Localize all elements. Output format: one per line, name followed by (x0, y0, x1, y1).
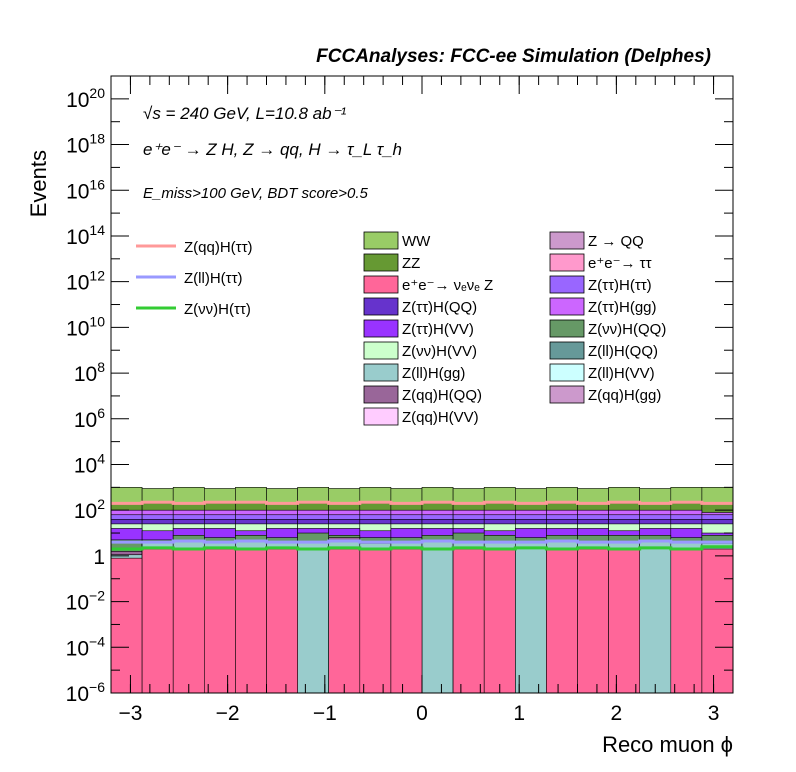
legend-line-label: Z(qq)H(ττ) (184, 239, 253, 256)
legend-fill-swatch (363, 253, 399, 272)
annotation-energy-lumi: √s = 240 GeV, L=10.8 ab⁻¹ (143, 104, 347, 123)
legend-fill-label: Z(qq)H(gg) (588, 387, 661, 404)
bar-eeNuNuZ-5 (266, 548, 298, 694)
legend-fill-label: e⁺e⁻→ ττ (588, 255, 652, 272)
y-tick-label: 1014 (66, 222, 105, 249)
x-tick-label: 3 (708, 702, 720, 725)
y-tick-label: 10−6 (66, 679, 106, 706)
x-tick-label: 0 (416, 702, 428, 725)
legend-fill-label: Z → QQ (588, 233, 644, 250)
stack-eeNuNuZ (110, 548, 734, 694)
signal-line-layer (111, 500, 733, 551)
legend-fill-label: WW (402, 233, 431, 250)
legend-fill-label: ZZ (402, 255, 420, 272)
y-tick-label: 106 (74, 405, 105, 432)
x-axis-label: Reco muon ϕ (602, 732, 733, 757)
legend-fill-swatch (549, 253, 585, 272)
bar-eeNuNuZ-2 (172, 548, 205, 694)
legend-fill-label: Z(ττ)H(gg) (588, 299, 657, 316)
legend-fill-label: Z(ττ)H(QQ) (402, 299, 477, 316)
legend-fill-swatch (363, 407, 399, 426)
legend-line-label: Z(ll)H(ττ) (184, 270, 243, 287)
bar-ZllHgg-13 (514, 541, 547, 694)
annotation-selection: E_miss>100 GeV, BDT score>0.5 (143, 185, 368, 202)
legend-fill-swatch (549, 297, 585, 316)
bar-eeNuNuZ-12 (483, 548, 516, 694)
bar-eeNuNuZ-16 (608, 548, 640, 694)
legend-line-label: Z(νν)H(ττ) (184, 301, 251, 318)
line-ZnunuHtautau (111, 545, 733, 551)
y-tick-label: 104 (74, 450, 105, 477)
x-tick-label: 2 (611, 702, 623, 725)
legend-fill-label: Z(qq)H(VV) (402, 409, 479, 426)
bar-ZllHgg-10 (421, 541, 454, 694)
x-tick-label: −2 (216, 702, 240, 725)
legend-fill-label: Z(ττ)H(VV) (402, 321, 474, 338)
legend-fill-swatch (549, 363, 585, 382)
tick-layer: −3 −2 −1 0 1 2 3 10−6 10−4 10−2 1 102 104 106 108 1010 1… (66, 75, 734, 725)
bar-eeNuNuZ-9 (390, 548, 423, 694)
legend-fill-label: Z(ττ)H(ττ) (588, 277, 652, 294)
annotation-process: e⁺e⁻ → Z H, Z → qq, H → τ_L τ_h (143, 140, 402, 159)
bar-ZllHgg-17 (639, 541, 672, 694)
bar-eeNuNuZ-4 (235, 548, 267, 694)
bar-eeNuNuZ-15 (577, 548, 609, 694)
bar-eeNuNuZ-8 (359, 548, 392, 694)
bar-eeNuNuZ-7 (328, 548, 361, 694)
x-tick-label: −3 (118, 702, 142, 725)
y-tick-label: 1010 (66, 313, 105, 340)
bar-eeNuNuZ-11 (452, 548, 485, 694)
y-tick-label: 1012 (66, 268, 105, 295)
chart-title: FCCAnalyses: FCC-ee Simulation (Delphes) (316, 46, 711, 67)
legend-fill-swatch (549, 275, 585, 294)
legend-fill-label: e⁺e⁻→ νₑνₑ Z (402, 277, 493, 294)
y-tick-label: 10−4 (66, 633, 106, 660)
legend-fill-label: Z(νν)H(VV) (402, 343, 477, 360)
legend-fill-swatch (363, 275, 399, 294)
bar-ZllHgg-6 (297, 541, 330, 694)
legend-fill-swatch (363, 385, 399, 404)
legend-fill-label: Z(ll)H(gg) (402, 365, 465, 382)
legend-fill-label: Z(qq)H(QQ) (402, 387, 482, 404)
y-tick-label: 1020 (66, 85, 105, 112)
y-axis-label: Events (26, 150, 51, 217)
legend-fill-swatch (363, 231, 399, 250)
legend-fill-label: Z(ll)H(QQ) (588, 343, 658, 360)
y-tick-label: 1016 (66, 176, 105, 203)
bar-eeNuNuZ-1 (141, 548, 174, 694)
line-ZqqHtautau (111, 500, 733, 505)
y-tick-label: 10−2 (66, 588, 106, 615)
y-tick-label: 1 (93, 546, 105, 569)
legend-fill-swatch (363, 319, 399, 338)
legend-fill-swatch (549, 341, 585, 360)
y-tick-label: 108 (74, 359, 105, 386)
legend-fill-swatch (363, 297, 399, 316)
bar-eeNuNuZ-3 (204, 548, 236, 694)
legend-fill-swatch (549, 231, 585, 250)
legend-fill-swatch (549, 319, 585, 338)
x-tick-label: 1 (513, 702, 525, 725)
legend-fill-swatch (363, 341, 399, 360)
stack-layer (110, 487, 734, 694)
legend-fill-swatch (363, 363, 399, 382)
bar-eeNuNuZ-19 (701, 548, 734, 694)
y-tick-label: 1018 (66, 131, 105, 158)
bar-eeNuNuZ-14 (546, 548, 578, 694)
x-tick-label: −1 (313, 702, 337, 725)
line-ZllHtautau (111, 539, 733, 544)
legend-fill-label: Z(νν)H(QQ) (588, 321, 666, 338)
y-tick-label: 102 (74, 496, 105, 523)
legend-fill-swatch (549, 385, 585, 404)
legend-layer: Z(qq)H(ττ) Z(ll)H(ττ) Z(νν)H(ττ) WW ZZ e⁺e⁻→ … (136, 231, 666, 426)
legend-fill-label: Z(ll)H(VV) (588, 365, 655, 382)
bar-eeNuNuZ-18 (670, 548, 703, 694)
